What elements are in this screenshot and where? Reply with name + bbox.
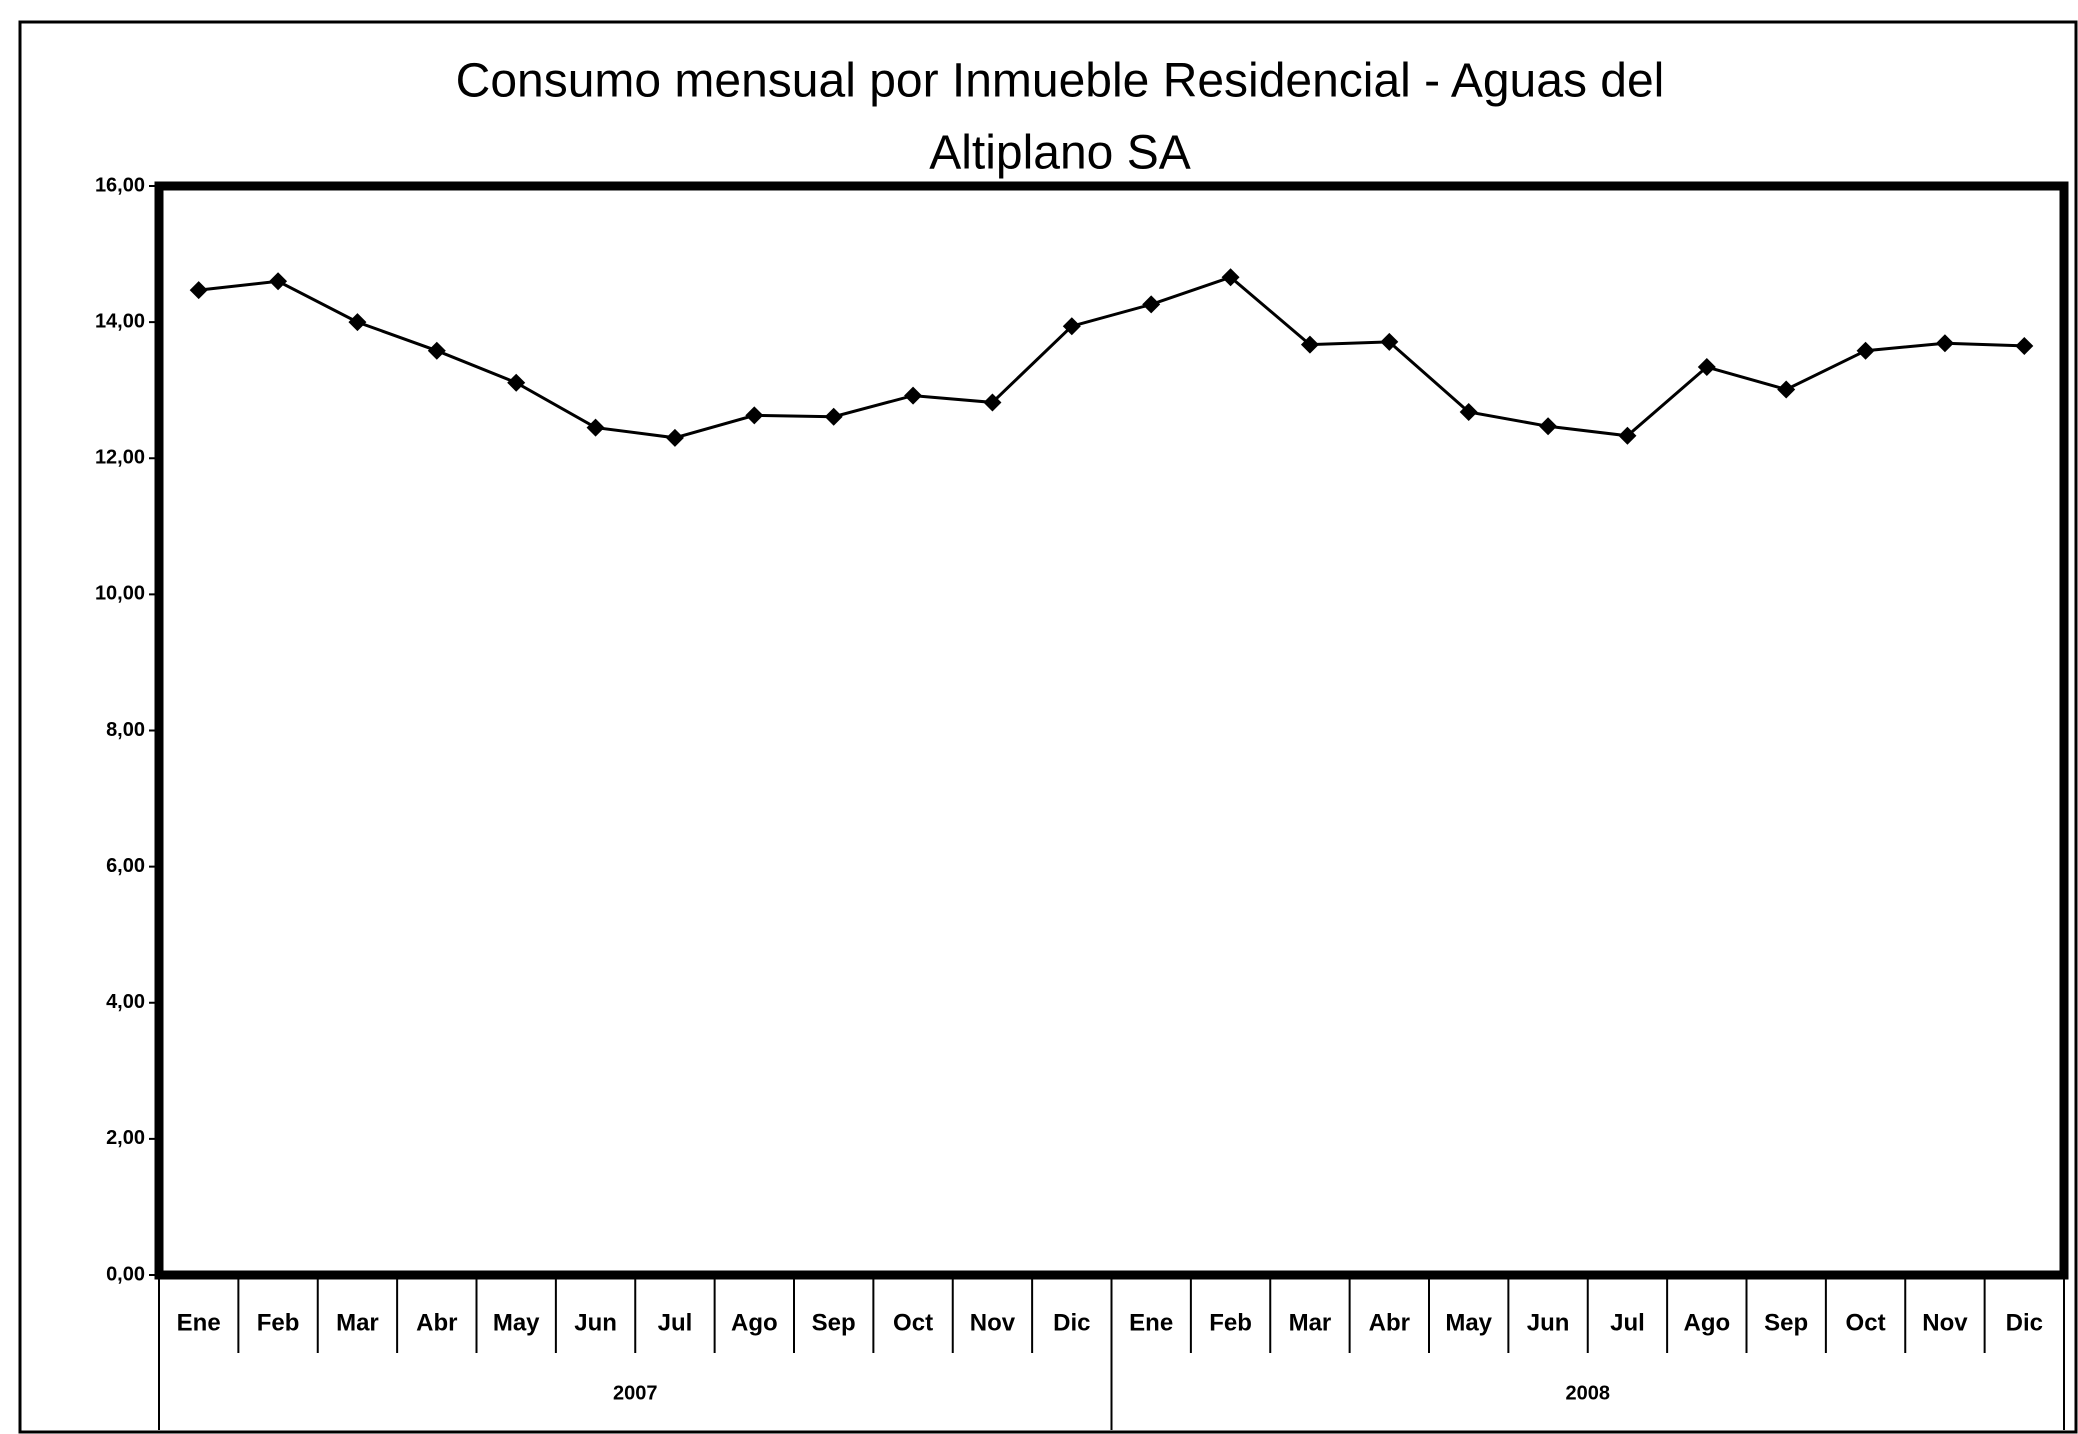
x-tick-label: Jul — [658, 1309, 693, 1336]
data-point — [1618, 426, 1637, 445]
y-tick-label: 8,00 — [106, 719, 145, 741]
x-tick-label: Oct — [893, 1309, 933, 1336]
data-point — [665, 428, 684, 447]
x-tick-label: Feb — [1209, 1309, 1252, 1336]
data-point — [824, 407, 843, 426]
y-tick-label: 4,00 — [106, 991, 145, 1013]
data-point — [348, 313, 367, 332]
data-point — [1459, 402, 1478, 421]
data-point — [1539, 417, 1558, 436]
data-point — [904, 386, 923, 405]
y-tick-label: 2,00 — [106, 1127, 145, 1149]
x-tick-label: May — [1445, 1309, 1492, 1336]
data-point — [983, 393, 1002, 412]
y-tick-label: 10,00 — [95, 583, 145, 605]
group-label: 2007 — [613, 1382, 658, 1404]
data-point — [1221, 268, 1240, 287]
data-point — [189, 281, 208, 300]
data-point — [1777, 380, 1796, 399]
x-tick-label: Nov — [970, 1309, 1016, 1336]
x-tick-label: Mar — [336, 1309, 379, 1336]
x-tick-label: Ene — [1129, 1309, 1173, 1336]
x-tick-label: Sep — [812, 1309, 856, 1336]
chart-title: Altiplano SA — [929, 127, 1191, 180]
chart-title: Consumo mensual por Inmueble Residencial… — [456, 55, 1665, 108]
data-point — [427, 341, 446, 360]
series-line — [198, 275, 2025, 440]
x-tick-label: Jul — [1610, 1309, 1645, 1336]
x-tick-label: Dic — [2006, 1309, 2043, 1336]
data-point — [1142, 295, 1161, 314]
y-tick-label: 16,00 — [95, 174, 145, 196]
x-tick-label: Dic — [1053, 1309, 1090, 1336]
x-tick-label: Abr — [416, 1309, 457, 1336]
x-tick-label: Nov — [1922, 1309, 1968, 1336]
data-point — [1697, 358, 1716, 377]
y-tick-label: 6,00 — [106, 855, 145, 877]
group-label: 2008 — [1566, 1382, 1611, 1404]
y-tick-label: 12,00 — [95, 447, 145, 469]
x-tick-label: Mar — [1289, 1309, 1332, 1336]
plot-frame — [154, 181, 2069, 1280]
data-point — [1935, 334, 1954, 353]
data-point — [2015, 336, 2034, 355]
data-point — [507, 373, 526, 392]
x-tick-label: Ago — [1683, 1309, 1730, 1336]
x-tick-label: Jun — [574, 1309, 617, 1336]
data-point — [1856, 341, 1875, 360]
x-tick-label: Ago — [731, 1309, 778, 1336]
y-tick-label: 14,00 — [95, 310, 145, 332]
data-point — [745, 406, 764, 425]
x-tick-label: Abr — [1369, 1309, 1410, 1336]
x-tick-label: May — [493, 1309, 540, 1336]
data-point — [1062, 317, 1081, 336]
data-point — [1380, 332, 1399, 351]
x-tick-label: Oct — [1846, 1309, 1886, 1336]
data-point — [1300, 335, 1319, 354]
x-tick-label: Sep — [1764, 1309, 1808, 1336]
x-tick-label: Jun — [1527, 1309, 1570, 1336]
y-tick-label: 0,00 — [106, 1263, 145, 1285]
data-point — [586, 418, 605, 437]
data-point — [269, 272, 288, 291]
outer-frame — [18, 20, 2078, 1434]
x-tick-label: Ene — [177, 1309, 221, 1336]
x-tick-label: Feb — [257, 1309, 300, 1336]
